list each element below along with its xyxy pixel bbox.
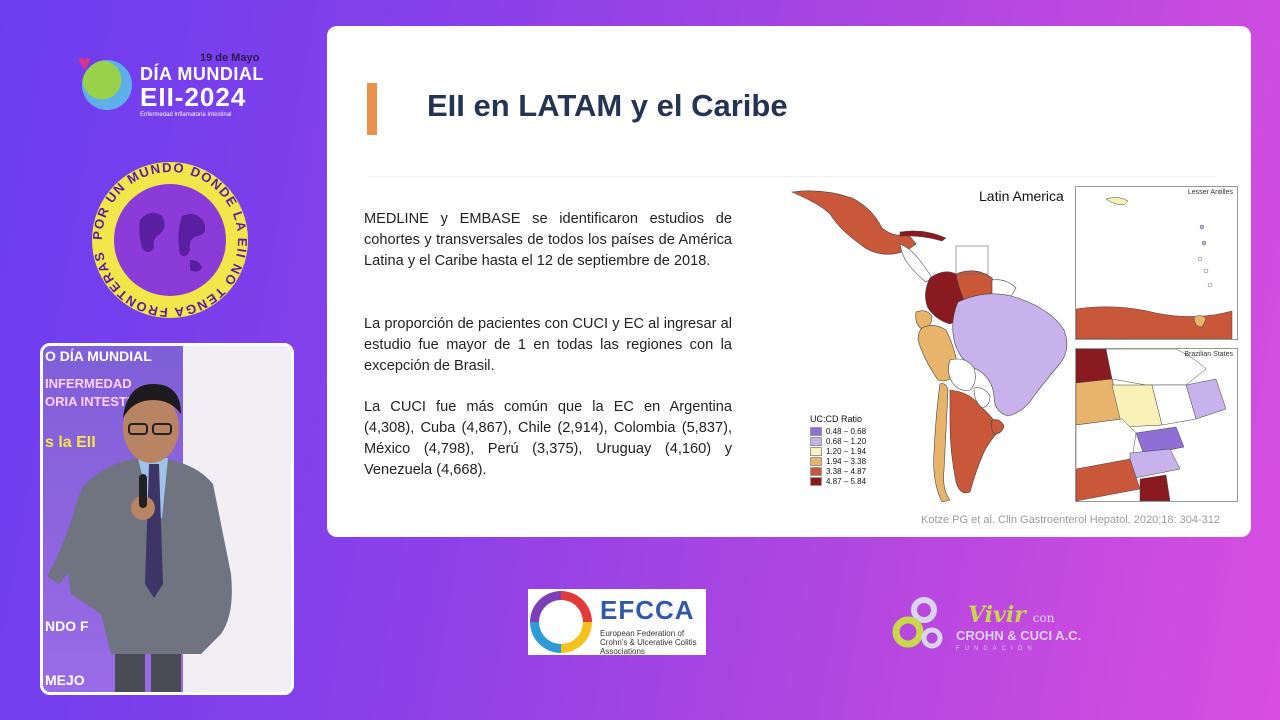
vivir-line3: FUNDACIÓN <box>956 646 1037 652</box>
vivir-con: con <box>1032 611 1055 625</box>
backdrop-text: MEJO <box>45 672 85 688</box>
legend-label: 3.38 – 4.87 <box>826 466 867 476</box>
vivir-line2: CROHN & CUCI A.C. <box>956 628 1082 643</box>
legend-title: UC:CD Ratio <box>810 414 863 424</box>
vivir-main: Vivir <box>968 602 1026 628</box>
inset-title: Lesser Antilles <box>1187 189 1233 196</box>
efcca-logo: EFCCA European Federation of Crohn's & U… <box>528 589 706 656</box>
slide-paragraph: La CUCI fue más común que la EC en Argen… <box>364 399 732 478</box>
legend-item: 1.20 – 1.94 <box>810 446 866 456</box>
legend-label: 0.48 – 0.68 <box>826 426 867 436</box>
speaker-figure <box>47 384 232 692</box>
backdrop-text: NDO F <box>45 618 89 634</box>
badge-globe-icon: POR UN MUNDO DONDE LA EII NO TENGA FRONT… <box>90 160 249 320</box>
map-legend: UC:CD Ratio 0.48 – 0.68 0.68 – 1.20 1.20… <box>810 414 866 486</box>
brazilian-states-inset: Brazilian States <box>1075 348 1238 502</box>
efcca-subtitle: European Federation of Crohn's & Ulcerat… <box>600 629 697 656</box>
vivir-con-logo: Vivir con CROHN & CUCI A.C. FUNDACIÓN <box>888 592 1088 662</box>
campaign-badge: POR UN MUNDO DONDE LA EII NO TENGA FRONT… <box>90 160 250 320</box>
presentation-slide: EII en LATAM y el Caribe MEDLINE y EMBAS… <box>327 26 1251 537</box>
legend-label: 0.68 – 1.20 <box>826 436 867 446</box>
efcca-ring-icon <box>530 591 592 653</box>
legend-item: 0.48 – 0.68 <box>810 426 866 436</box>
title-accent-bar <box>367 83 377 135</box>
speaker-video: O DÍA MUNDIAL INFERMEDAD ORIA INTESTINAL… <box>40 343 294 695</box>
vivir-title: Vivir con <box>968 602 1054 628</box>
event-subtitle: Enfermedad Inflamatoria Intestinal <box>140 112 232 118</box>
citation: Kotze PG et al. Clin Gastroenterol Hepat… <box>921 514 1221 526</box>
backdrop-text: s la EII <box>45 434 96 451</box>
legend-label: 4.87 – 5.84 <box>826 476 867 486</box>
slide-paragraph: La proporción de pacientes con CUCI y EC… <box>364 316 732 374</box>
vivir-con-mark-icon <box>892 597 943 649</box>
legend-item: 3.38 – 4.87 <box>810 466 866 476</box>
lesser-antilles-inset: Lesser Antilles <box>1075 186 1238 340</box>
latin-america-map <box>790 184 1072 503</box>
event-title-line1: DÍA MUNDIAL <box>140 64 264 84</box>
legend-item: 4.87 – 5.84 <box>810 476 866 486</box>
divider <box>367 176 1217 177</box>
backdrop-text: INFERMEDAD <box>45 376 132 391</box>
event-title-line2: EII-2024 <box>140 82 247 112</box>
event-date: 19 de Mayo <box>200 52 260 64</box>
legend-item: 1.94 – 3.38 <box>810 456 866 466</box>
backdrop-text: O DÍA MUNDIAL <box>45 348 152 364</box>
legend-label: 1.94 – 3.38 <box>826 456 867 466</box>
event-logo: ♥ 19 de Mayo DÍA MUNDIAL EII-2024 Enferm… <box>78 52 278 122</box>
slide-paragraph: MEDLINE y EMBASE se identificaron estudi… <box>364 211 732 269</box>
slide-title: EII en LATAM y el Caribe <box>427 88 788 123</box>
inset-title: Brazilian States <box>1184 351 1233 358</box>
legend-item: 0.68 – 1.20 <box>810 436 866 446</box>
efcca-name: EFCCA <box>600 595 695 625</box>
map-title: Latin America <box>979 188 1064 204</box>
heart-icon: ♥ <box>78 50 92 75</box>
globe-icon <box>82 60 132 110</box>
legend-label: 1.20 – 1.94 <box>826 446 867 456</box>
